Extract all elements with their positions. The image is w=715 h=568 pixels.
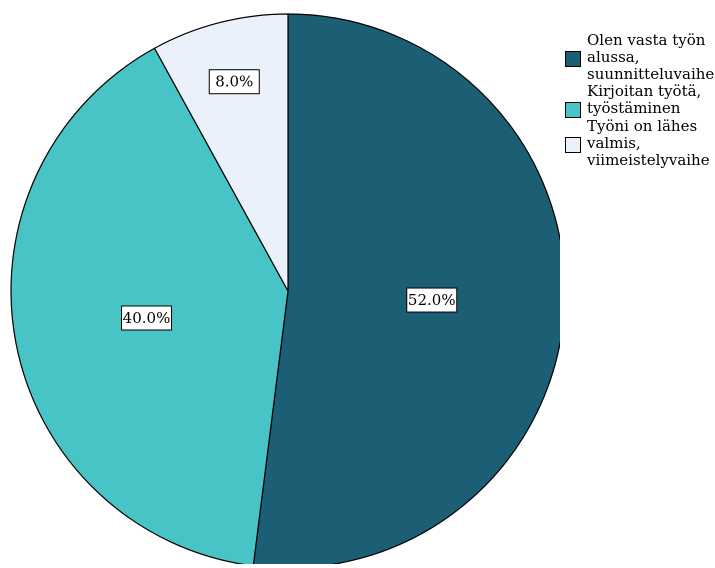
slice-label-text-2: 40.0% (123, 309, 171, 327)
legend-item-tyostaminen: Kirjoitan työtä, työstäminen (565, 83, 713, 118)
slice-label-text-1: 52.0% (408, 291, 456, 309)
legend-item-suunnitteluvaihe: Olen vasta työn alussa, suunnitteluvaihe (565, 31, 715, 83)
slice-label-text-3: 8.0% (215, 73, 253, 91)
legend-label-tyostaminen: Kirjoitan työtä, työstäminen (587, 82, 702, 117)
legend-swatch-viimeistelyvaihe (565, 137, 581, 153)
slice-label-box-1 (406, 287, 458, 313)
legend-item-viimeistelyvaihe: Työni on lähes valmis, viimeistelyvaihe (565, 118, 713, 169)
legend-swatch-tyostaminen (565, 102, 581, 118)
slice-label-box-2 (121, 305, 173, 331)
legend-swatch-suunnitteluvaihe (565, 51, 581, 67)
chart-legend: Olen vasta työn alussa, suunnitteluvaihe… (565, 31, 715, 169)
legend-label-suunnitteluvaihe: Olen vasta työn alussa, suunnitteluvaihe (587, 31, 715, 83)
slice-label-3: 8.0% (208, 69, 260, 95)
legend-label-viimeistelyvaihe: Työni on lähes valmis, viimeistelyvaihe (587, 117, 710, 169)
pie-svg: 52.0% 40.0% 8.0% (10, 13, 566, 568)
slice-label-box-3 (208, 69, 260, 95)
slice-label-2: 40.0% (121, 305, 173, 331)
slice-label-1: 52.0% (406, 287, 458, 313)
